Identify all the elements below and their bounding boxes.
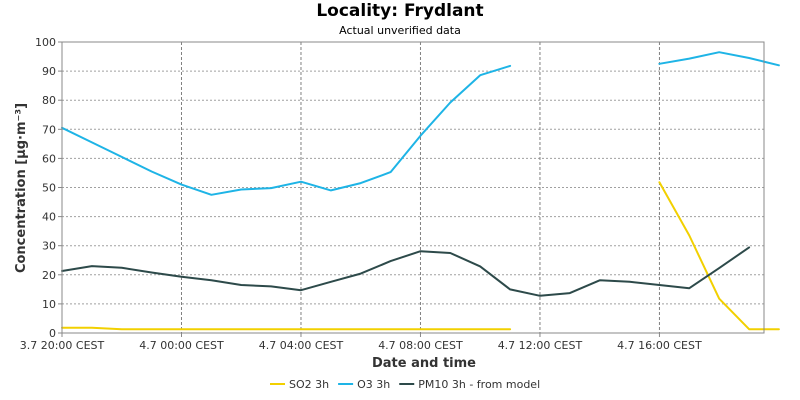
series-layer <box>61 51 780 331</box>
y-tick-label: 100 <box>35 36 56 49</box>
series-line-0 <box>61 326 512 331</box>
x-axis: 3.7 20:00 CEST 4.7 00:00 CEST 4.7 04:00 CE… <box>20 333 702 352</box>
y-tick-label: 50 <box>42 182 56 195</box>
y-tick-label: 90 <box>42 65 56 78</box>
x-tick-label: 4.7 08:00 CEST <box>378 339 463 352</box>
legend-label: SO2 3h <box>289 378 329 391</box>
chart-title: Locality: Frydlant <box>316 1 484 21</box>
x-tick-label: 3.7 20:00 CEST <box>20 339 105 352</box>
series-line-1 <box>61 64 512 196</box>
y-tick-label: 80 <box>42 94 56 107</box>
legend: SO2 3h O3 3h PM10 3h - from model <box>270 378 540 391</box>
y-tick-label: 60 <box>42 152 56 165</box>
y-tick-label: 40 <box>42 211 56 224</box>
y-tick-label: 0 <box>49 327 56 340</box>
y-axis: 0 10 20 30 40 50 60 70 80 90 100 <box>35 36 62 340</box>
x-axis-label: Date and time <box>372 356 476 371</box>
x-tick-label: 4.7 16:00 CEST <box>617 339 702 352</box>
y-tick-label: 10 <box>42 298 56 311</box>
x-tick-label: 4.7 00:00 CEST <box>139 339 224 352</box>
legend-label: PM10 3h - from model <box>418 378 540 391</box>
legend-label: O3 3h <box>357 378 390 391</box>
series-line-1 <box>658 51 780 67</box>
chart-subtitle: Actual unverified data <box>339 24 461 37</box>
y-tick-label: 70 <box>42 123 56 136</box>
x-tick-label: 4.7 12:00 CEST <box>498 339 583 352</box>
series-line-0 <box>658 181 780 331</box>
x-tick-label: 4.7 04:00 CEST <box>259 339 344 352</box>
series-line-2 <box>61 246 751 297</box>
y-tick-label: 30 <box>42 240 56 253</box>
y-axis-label: Concentration [µg·m⁻³] <box>14 103 29 273</box>
y-tick-label: 20 <box>42 269 56 282</box>
